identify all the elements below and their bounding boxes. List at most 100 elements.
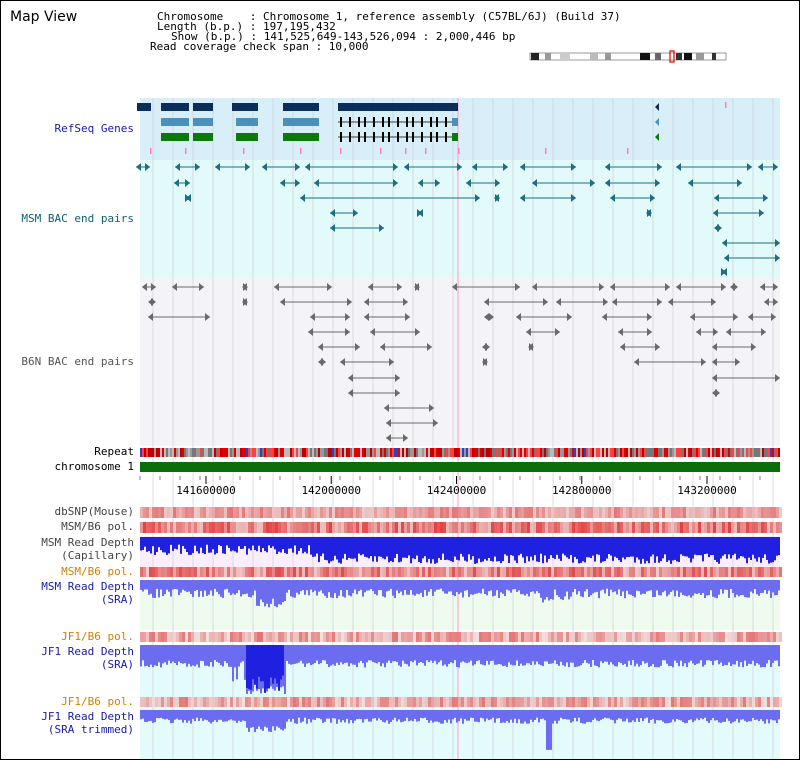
- repeat-segment: [476, 448, 478, 457]
- msm-sra-depth-bar: [630, 580, 632, 595]
- jf1-pol-cell: [251, 697, 254, 707]
- track-label-jf1-b6-pol[interactable]: JF1/B6 pol.: [61, 630, 134, 643]
- jf1-pol-cell: [377, 697, 380, 707]
- track-label-repeat[interactable]: Repeat: [94, 445, 134, 458]
- msm-pol-cell: [158, 522, 161, 533]
- jf1-trimmed-depth-bar: [500, 710, 502, 724]
- track-label-msm-depth-capillary[interactable]: MSM Read Depth: [41, 536, 134, 549]
- jf1-sra-depth-bar: [304, 645, 306, 667]
- jf1-sra-depth-bar: [466, 645, 468, 664]
- jf1-trimmed-depth-bar: [244, 710, 246, 722]
- dbsnp-cell: [191, 507, 194, 518]
- msm-pol-cell: [221, 567, 224, 577]
- jf1-sra-depth-bar: [440, 645, 442, 661]
- dbsnp-cell: [662, 507, 665, 518]
- msm-pol-cell: [149, 522, 152, 533]
- msm-pol-cell: [500, 522, 503, 533]
- msm-capillary-depth-bar: [180, 537, 182, 554]
- track-label-refseq[interactable]: RefSeq Genes: [54, 122, 134, 135]
- msm-sra-depth-bar: [650, 580, 652, 591]
- msm-pol-cell: [263, 522, 266, 533]
- msm-capillary-depth-bar: [496, 537, 498, 562]
- track-label-jf1-depth-sra[interactable]: JF1 Read Depth: [41, 645, 134, 658]
- track-label-msm-b6-pol[interactable]: MSM/B6 pol.: [61, 520, 134, 533]
- msm-sra-depth-bar: [488, 580, 490, 592]
- read-depth-tracks[interactable]: [140, 537, 780, 750]
- msm-sra-depth-bar: [150, 580, 152, 594]
- msm-pol-cell: [422, 567, 425, 577]
- dbsnp-cell: [566, 507, 569, 518]
- bac-end-marker: [735, 358, 740, 366]
- track-label-b6n-bac[interactable]: B6N BAC end pairs: [21, 355, 134, 368]
- track-label-msm-bac[interactable]: MSM BAC end pairs: [21, 212, 134, 225]
- jf1-pol-cell: [440, 632, 443, 642]
- jf1-trimmed-depth-bar: [602, 710, 604, 719]
- jf1-pol-cell: [398, 697, 401, 707]
- msm-capillary-depth-bar: [452, 537, 454, 562]
- repeat-segment: [508, 448, 510, 457]
- msm-pol-cell: [731, 522, 734, 533]
- msm-pol-cell: [344, 522, 347, 533]
- track-label-msm-depth-sra[interactable]: MSM Read Depth: [41, 580, 134, 593]
- track-label-msm-b6-pol-2[interactable]: MSM/B6 pol.: [61, 565, 134, 578]
- msm-sra-depth-bar: [690, 580, 692, 598]
- msm-capillary-depth-bar: [476, 537, 478, 564]
- msm-capillary-depth-bar: [184, 537, 186, 549]
- msm-bac-track[interactable]: [136, 163, 780, 276]
- msm-pol-cell: [518, 522, 521, 533]
- jf1-sra-depth-bar: [362, 645, 364, 664]
- jf1-pol-cell: [200, 632, 203, 642]
- jf1-pol-cell: [695, 632, 698, 642]
- bac-end-marker: [543, 298, 548, 306]
- jf1-sra-depth-bar: [658, 645, 660, 668]
- repeat-segment: [654, 448, 656, 457]
- refseq-gene-track[interactable]: [137, 102, 727, 154]
- track-label-jf1-b6-pol-2[interactable]: JF1/B6 pol.: [61, 695, 134, 708]
- repeat-segment: [736, 448, 738, 457]
- jf1-trimmed-depth-bar: [414, 710, 416, 719]
- jf1-trimmed-depth-bar: [674, 710, 676, 722]
- bac-end-marker: [618, 328, 623, 336]
- jf1-pol-cell: [608, 632, 611, 642]
- bac-end-marker: [280, 298, 285, 306]
- jf1-trimmed-depth-bar: [458, 710, 460, 722]
- dbsnp-cell: [626, 507, 629, 518]
- msm-pol-cell: [710, 567, 713, 577]
- track-label-dbsnp[interactable]: dbSNP(Mouse): [54, 505, 134, 518]
- jf1-pol-cell: [638, 632, 641, 642]
- msm-pol-cell: [404, 567, 407, 577]
- msm-pol-cell: [548, 567, 551, 577]
- msm-sra-depth-bar: [642, 580, 644, 594]
- jf1-pol-cell: [524, 632, 527, 642]
- jf1-trimmed-depth-bar: [226, 710, 228, 722]
- jf1-sra-depth-bar: [506, 645, 508, 668]
- jf1-sra-depth-bar: [468, 645, 470, 663]
- dbsnp-cell: [365, 507, 368, 518]
- dbsnp-cell: [725, 507, 728, 518]
- jf1-trimmed-depth-bar: [644, 710, 646, 719]
- b6n-bac-track[interactable]: [142, 283, 780, 442]
- repeat-segment: [488, 448, 490, 457]
- jf1-pol-cell: [539, 697, 542, 707]
- jf1-pol-cell: [323, 632, 326, 642]
- repeat-segment: [720, 448, 722, 457]
- polymorphism-tracks[interactable]: [140, 507, 782, 707]
- dbsnp-cell: [527, 507, 530, 518]
- msm-capillary-depth-bar: [172, 537, 174, 551]
- jf1-pol-cell: [536, 632, 539, 642]
- jf1-sra-depth-bar: [324, 645, 326, 661]
- jf1-trimmed-depth-bar: [686, 710, 688, 723]
- msm-sra-depth-bar: [494, 580, 496, 596]
- repeat-track[interactable]: [140, 448, 780, 457]
- msm-sra-depth-bar: [574, 580, 576, 589]
- repeat-segment: [246, 448, 248, 457]
- msm-pol-cell: [674, 522, 677, 533]
- jf1-trimmed-depth-bar: [328, 710, 330, 719]
- gene-marker: [405, 148, 407, 154]
- dbsnp-cell: [548, 507, 551, 518]
- msm-pol-cell: [284, 522, 287, 533]
- dbsnp-cell: [446, 507, 449, 518]
- repeat-segment: [402, 448, 404, 457]
- track-label-jf1-depth-trimmed[interactable]: JF1 Read Depth: [41, 710, 134, 723]
- chromosome-ideogram[interactable]: [529, 50, 727, 63]
